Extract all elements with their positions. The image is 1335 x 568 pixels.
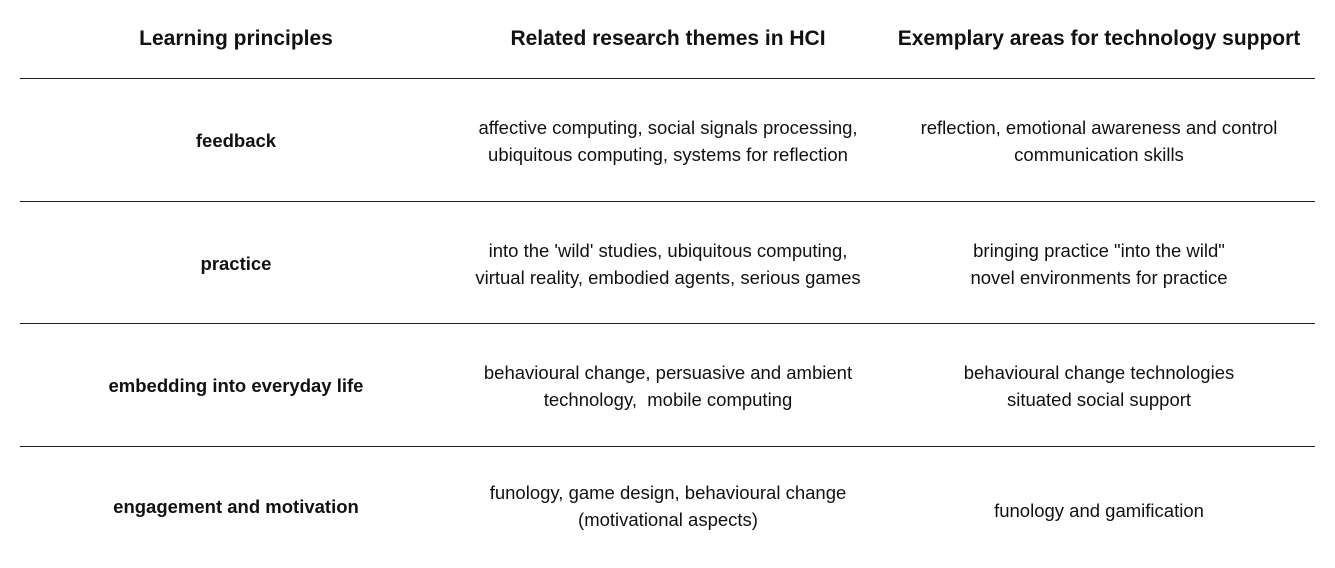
principle-label: practice (200, 252, 272, 274)
themes-line: virtual reality, embodied agents, seriou… (475, 267, 861, 288)
areas-cell: funology and gamification (884, 452, 1314, 568)
row-divider (20, 201, 1315, 202)
areas-line: behavioural change technologies (963, 362, 1235, 383)
themes-line: technology, mobile computing (543, 389, 793, 410)
principle-label: embedding into everyday life (108, 374, 364, 396)
themes-line: ubiquitous computing, systems for reflec… (488, 144, 848, 165)
header-research-themes: Related research themes in HCI (510, 27, 826, 50)
principle-label: feedback (195, 129, 277, 151)
areas-line: communication skills (1014, 144, 1184, 165)
principle-label: engagement and motivation (113, 495, 359, 517)
themes-line: (motivational aspects) (578, 509, 758, 530)
principle-cell: feedback (20, 80, 452, 200)
header-learning-principles: Learning principles (139, 27, 333, 50)
areas-line: situated social support (1006, 389, 1192, 410)
areas-cell: reflection, emotional awareness and cont… (884, 80, 1314, 202)
areas-cell: bringing practice "into the wild" novel … (884, 203, 1314, 325)
themes-cell: into the 'wild' studies, ubiquitous comp… (452, 203, 884, 325)
areas-line: reflection, emotional awareness and cont… (920, 117, 1278, 138)
themes-line: into the 'wild' studies, ubiquitous comp… (488, 240, 848, 261)
row-divider (20, 323, 1315, 324)
themes-cell: affective computing, social signals proc… (452, 80, 884, 202)
themes-line: behavioural change, persuasive and ambie… (483, 362, 853, 383)
row-divider (20, 446, 1315, 447)
themes-line: affective computing, social signals proc… (478, 117, 858, 138)
principle-cell: engagement and motivation (20, 448, 452, 564)
themes-cell: behavioural change, persuasive and ambie… (452, 325, 884, 447)
principle-cell: practice (20, 203, 452, 323)
areas-line: bringing practice "into the wild" (973, 240, 1225, 261)
areas-line: novel environments for practice (970, 267, 1228, 288)
header-divider (20, 78, 1315, 79)
themes-cell: funology, game design, behavioural chang… (452, 448, 884, 564)
header-technology-support: Exemplary areas for technology support (897, 27, 1301, 50)
principle-cell: embedding into everyday life (20, 325, 452, 445)
areas-cell: behavioural change technologies situated… (884, 325, 1314, 447)
themes-line: funology, game design, behavioural chang… (489, 482, 847, 503)
areas-line: funology and gamification (994, 499, 1204, 521)
